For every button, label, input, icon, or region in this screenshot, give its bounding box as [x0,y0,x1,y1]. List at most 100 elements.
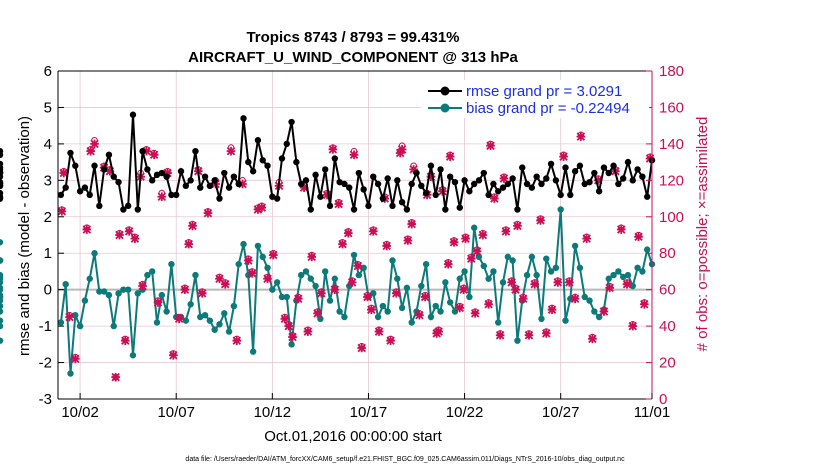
rmse-point [624,158,632,166]
rmse-point [495,188,502,195]
bias-point [269,286,276,293]
y-axis-label-left: rmse and bias (model - observation) [16,116,33,356]
rmse-point [254,137,262,144]
rmse-point [264,162,271,169]
rmse-point [581,180,588,188]
y-tick-label-right: 160 [659,99,684,116]
obs-assimilated-marker [559,152,568,161]
bias-point [307,275,314,282]
bias-point [591,308,598,315]
rmse-point [605,169,612,177]
obs-assimilated-marker [553,278,563,287]
bias-point [206,317,214,324]
obs-assimilated-marker [368,227,378,236]
obs-assimilated-marker [188,221,197,231]
bias-point [379,302,387,310]
bias-point [403,284,411,292]
obs-assimilated-marker [461,234,470,243]
bias-point [163,308,170,315]
rmse-point [543,175,550,182]
rmse-point [418,182,425,189]
rmse-point [307,206,314,213]
bias-point [0,317,4,324]
obs-assimilated-marker [263,274,272,284]
bias-point [0,291,4,299]
bias-point [427,313,435,321]
bias-point [499,279,507,286]
bias-point [634,264,641,271]
bias-point [552,264,560,271]
x-tick-label: 10/12 [254,404,292,421]
bias-point [0,308,4,315]
bias-point [470,224,478,231]
bias-point [446,299,454,306]
rmse-point [432,191,439,199]
rmse-point [278,155,286,162]
obs-assimilated-marker [426,172,436,182]
bias-point [283,293,290,301]
rmse-point [0,147,4,155]
y-tick-label-left: 1 [44,245,52,262]
obs-assimilated-marker [495,330,505,340]
obs-assimilated-marker [347,278,357,287]
bias-point [322,268,329,275]
rmse-point [62,184,69,191]
bias-point [350,251,358,259]
y-tick-label-right: 40 [659,318,676,335]
bias-point [278,293,286,301]
obs-assimilated-marker [403,236,413,245]
rmse-point [355,169,363,177]
obs-assimilated-marker [367,305,376,315]
bias-point [302,268,310,275]
bias-point [187,301,194,308]
obs-assimilated-marker [232,336,242,346]
bias-point [148,268,156,275]
bias-point [57,319,65,326]
rmse-point [394,177,401,184]
rmse-point [86,191,93,199]
rmse-point [615,180,622,188]
rmse-point [370,173,377,180]
obs-assimilated-marker [334,199,343,209]
y-tick-label-left: 5 [44,99,52,116]
bias-point [418,282,425,290]
obs-assimilated-marker [120,336,130,346]
obs-assimilated-marker [169,350,178,360]
rmse-point [437,166,444,173]
rmse-point [100,166,108,173]
rmse-point [192,147,199,155]
chart-subtitle: AIRCRAFT_U_WIND_COMPONENT @ 313 hPa [188,49,518,66]
rmse-point [600,164,608,171]
bias-point [509,257,516,264]
bias-point [254,242,262,250]
x-axis-label: Oct.01,2016 00:00:00 start [264,428,442,445]
rmse-point [120,206,127,213]
rmse-point [470,180,478,188]
obs-assimilated-marker [86,146,95,156]
bias-point [523,271,531,279]
obs-assimilated-marker [105,166,115,176]
obs-assimilated-marker [478,230,488,240]
obs-assimilated-marker [576,132,586,141]
bias-point [619,273,627,281]
rmse-point [158,169,166,177]
rmse-point [619,175,627,182]
obs-assimilated-marker [397,145,407,154]
rmse-point [139,147,146,155]
rmse-point [456,204,463,211]
bias-point [235,260,242,268]
bias-point [249,348,257,355]
rmse-point [466,188,473,195]
rmse-point [595,188,603,195]
obs-assimilated-marker [353,261,363,271]
bias-point [76,322,84,330]
obs-assimilated-marker [115,230,124,240]
rmse-point [552,177,560,184]
obs-assimilated-marker [486,141,495,151]
bias-point [0,322,4,330]
obs-assimilated-marker [180,285,190,294]
bias-line [59,209,653,374]
rmse-point [302,177,310,184]
rmse-point [547,160,555,168]
